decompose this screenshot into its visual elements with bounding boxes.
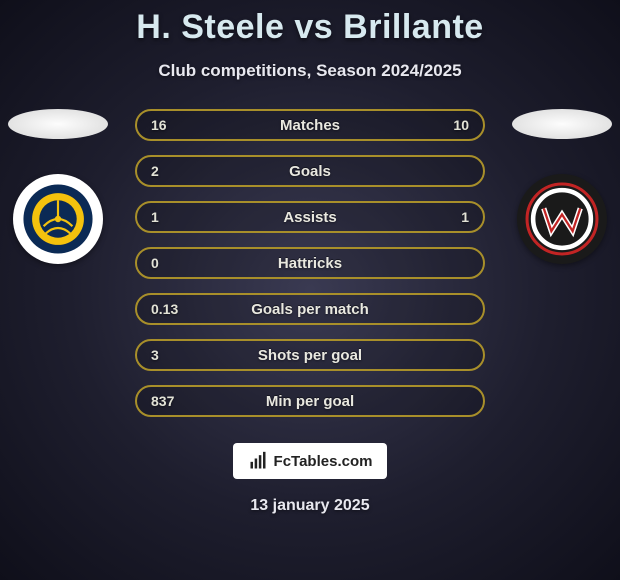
stat-value-right: 1 [461, 209, 469, 225]
stat-row: 0 Hattricks [135, 247, 485, 279]
stat-row: 3 Shots per goal [135, 339, 485, 371]
stat-value-left: 16 [151, 117, 167, 133]
stat-label: Goals per match [251, 301, 369, 318]
stat-row: 1 Assists 1 [135, 201, 485, 233]
player1-column [2, 109, 114, 264]
stat-label: Shots per goal [258, 347, 362, 364]
stat-row: 837 Min per goal [135, 385, 485, 417]
stat-label: Hattricks [278, 255, 342, 272]
stat-label: Min per goal [266, 393, 354, 410]
stat-value-left: 2 [151, 163, 159, 179]
stat-value-left: 1 [151, 209, 159, 225]
mariners-crest-icon [22, 183, 94, 255]
player2-photo-placeholder [512, 109, 612, 139]
player1-photo-placeholder [8, 109, 108, 139]
player2-column [506, 109, 618, 264]
stat-row: 2 Goals [135, 155, 485, 187]
wanderers-crest-icon [524, 181, 600, 257]
stat-row: 16 Matches 10 [135, 109, 485, 141]
brand-text: FcTables.com [274, 453, 373, 470]
stat-value-left: 837 [151, 393, 174, 409]
stat-value-right: 10 [453, 117, 469, 133]
player1-name: H. Steele [136, 8, 284, 46]
stat-label: Matches [280, 117, 340, 134]
infographic-root: H. Steele vs Brillante Club competitions… [0, 0, 620, 580]
player1-club-badge [13, 174, 103, 264]
stats-column: 16Matches102Goals1Assists10Hattricks0.13… [135, 109, 485, 417]
comparison-block: 16Matches102Goals1Assists10Hattricks0.13… [0, 109, 620, 417]
player2-name: Brillante [343, 8, 484, 46]
stat-label: Assists [283, 209, 336, 226]
stat-value-left: 0.13 [151, 301, 178, 317]
footer-date: 13 january 2025 [250, 497, 369, 515]
stat-value-left: 3 [151, 347, 159, 363]
brand-badge[interactable]: FcTables.com [233, 443, 387, 479]
stat-value-left: 0 [151, 255, 159, 271]
subtitle: Club competitions, Season 2024/2025 [158, 61, 461, 81]
vs-separator: vs [294, 8, 333, 46]
chart-icon [248, 451, 268, 471]
stat-row: 0.13 Goals per match [135, 293, 485, 325]
page-title: H. Steele vs Brillante [136, 8, 483, 47]
stat-label: Goals [289, 163, 331, 180]
player2-club-badge [517, 174, 607, 264]
